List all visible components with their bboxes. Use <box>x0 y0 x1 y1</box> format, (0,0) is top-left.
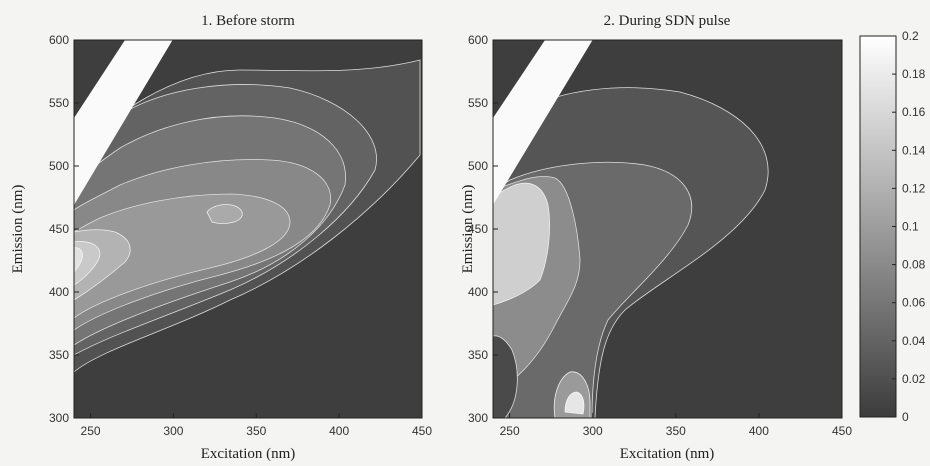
panel1-x-ticks: 250 300 350 400 450 <box>81 413 432 438</box>
colorbar-tick-label: 0 <box>902 410 909 424</box>
panel1-y-ticks: 300 350 400 450 500 550 600 <box>49 33 79 425</box>
panel1-title: 1. Before storm <box>201 13 295 29</box>
colorbar: 0.2 0.18 0.16 0.14 0.12 0.1 0.08 0.06 0.04 0.02 0 <box>859 29 926 424</box>
panel1-y-tick-label: 450 <box>49 222 69 236</box>
panel2-x-tick-label: 450 <box>832 424 852 438</box>
colorbar-tick-label: 0.12 <box>902 181 926 195</box>
panel1-x-axis-label: Excitation (nm) <box>201 446 296 462</box>
colorbar-tick-label: 0.2 <box>902 29 919 43</box>
panel1-x-tick-label: 450 <box>412 424 432 438</box>
panel2-contour-0.12 <box>493 182 550 306</box>
panel2-x-tick-label: 250 <box>500 424 520 438</box>
colorbar-ticks: 0.2 0.18 0.16 0.14 0.12 0.1 0.08 0.06 0.04 0.02 0 <box>892 29 926 424</box>
colorbar-tick-label: 0.02 <box>902 372 926 386</box>
panel2-scatter-mask-corner <box>493 40 545 118</box>
panel1-y-tick-label: 500 <box>49 159 69 173</box>
panel1-y-tick-label: 600 <box>49 33 69 47</box>
panel2-y-axis-label: Emission (nm) <box>460 185 476 274</box>
panel1-y-tick-label: 300 <box>49 411 69 425</box>
panel2-low-pocket <box>493 335 518 418</box>
panel1-contour-0.16 <box>74 247 83 273</box>
panel-during-sdn-pulse: 2. During SDN pulse 250 300 350 400 450 3003… <box>460 13 852 462</box>
panel1-x-tick-label: 350 <box>246 424 266 438</box>
panel2-y-tick-label: 350 <box>468 348 488 362</box>
panel1-scatter-mask-corner <box>74 40 125 118</box>
panel1-peak-335-462 <box>206 204 243 224</box>
panel1-contour-field <box>74 40 422 418</box>
panel2-y-tick-label: 300 <box>468 411 488 425</box>
colorbar-tick-label: 0.06 <box>902 296 926 310</box>
panel1-x-tick-label: 400 <box>329 424 349 438</box>
colorbar-tick-label: 0.1 <box>902 220 919 234</box>
colorbar-tick-label: 0.14 <box>902 143 926 157</box>
colorbar-gradient <box>859 35 897 418</box>
panel1-x-tick-label: 300 <box>163 424 183 438</box>
panel2-peak-273-312-inner <box>564 391 585 415</box>
colorbar-tick-label: 0.16 <box>902 105 926 119</box>
panel1-y-tick-label: 400 <box>49 285 69 299</box>
panel2-y-ticks: 300 350 400 450 500 550 600 <box>468 33 498 425</box>
panel1-y-tick-label: 350 <box>49 348 69 362</box>
panel1-y-tick-label: 550 <box>49 96 69 110</box>
panel2-scatter-mask-band <box>493 40 593 205</box>
panel1-y-axis-label: Emission (nm) <box>10 185 26 274</box>
panel-before-storm: 1. Before storm 250 300 350 400 450 300 350 40… <box>10 13 432 462</box>
panel2-title: 2. During SDN pulse <box>604 13 731 29</box>
panel2-x-tick-label: 400 <box>749 424 769 438</box>
panel1-x-tick-label: 250 <box>81 424 101 438</box>
panel2-y-tick-label: 400 <box>468 285 488 299</box>
panel2-y-tick-label: 500 <box>468 159 488 173</box>
colorbar-tick-label: 0.18 <box>902 67 926 81</box>
panel2-y-tick-label: 600 <box>468 33 488 47</box>
panel2-y-tick-label: 450 <box>468 222 488 236</box>
panel2-x-tick-label: 350 <box>666 424 686 438</box>
panel2-contour-field <box>493 40 842 418</box>
panel2-x-ticks: 250 300 350 400 450 <box>500 413 852 438</box>
panel2-y-tick-label: 550 <box>468 96 488 110</box>
panel2-x-axis-label: Excitation (nm) <box>620 446 715 462</box>
panel1-contour-0.10 <box>74 193 291 319</box>
colorbar-tick-label: 0.08 <box>902 258 926 272</box>
panel2-x-tick-label: 300 <box>583 424 603 438</box>
colorbar-tick-label: 0.04 <box>902 334 926 348</box>
